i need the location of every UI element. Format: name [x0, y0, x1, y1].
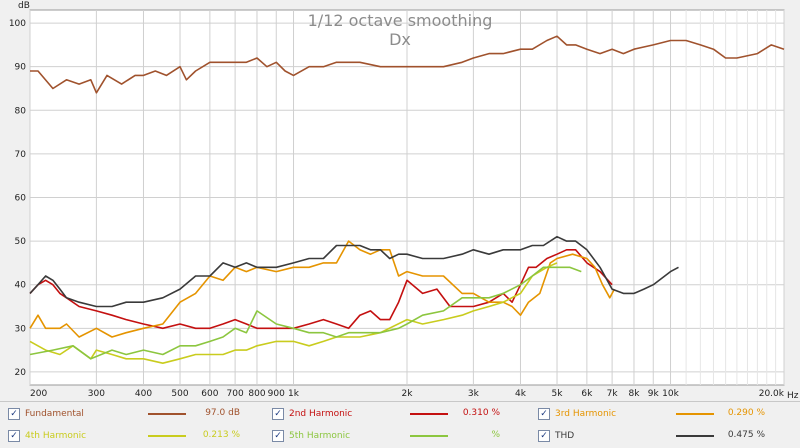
legend-checkbox[interactable]: ✓ — [538, 430, 550, 442]
chart-title: 1/12 octave smoothing — [308, 11, 493, 30]
x-tick-label: 7k — [607, 389, 619, 399]
x-tick-label: 700 — [227, 389, 244, 399]
y-tick-label: 60 — [15, 194, 27, 204]
x-tick-label: 3k — [468, 389, 480, 399]
legend-label: THD — [555, 431, 575, 441]
legend-item-3rd-harmonic[interactable]: ✓ 3rd Harmonic — [538, 404, 616, 424]
x-tick-label: 900 — [268, 389, 285, 399]
legend-checkbox[interactable]: ✓ — [538, 408, 550, 420]
x-tick-label: 10k — [662, 389, 679, 399]
legend-checkbox[interactable]: ✓ — [272, 430, 284, 442]
x-tick-label: 1k — [288, 389, 300, 399]
legend-value: % — [491, 430, 500, 440]
legend-label: 3rd Harmonic — [555, 409, 617, 419]
legend-swatch — [410, 413, 448, 415]
legend-item-fundamental[interactable]: ✓ Fundamental — [8, 404, 84, 424]
x-tick-label: 2k — [402, 389, 414, 399]
grid-lines — [29, 10, 785, 385]
legend-swatch — [676, 435, 714, 437]
tick-labels: 20 30 40 50 60 70 80 90 100 200 300 400 500 600 700 800… — [9, 19, 785, 399]
x-tick-label: 600 — [201, 389, 218, 399]
legend-swatch — [148, 435, 186, 437]
legend-value: 0.310 % — [462, 408, 500, 418]
x-tick-label: 6k — [581, 389, 593, 399]
chart-subtitle: Dx — [389, 30, 411, 49]
y-tick-label: 80 — [15, 106, 27, 116]
x-tick-label: 9k — [648, 389, 660, 399]
x-tick-label: 20.0k — [759, 389, 785, 399]
x-tick-label: 4k — [515, 389, 527, 399]
x-tick-label: 800 — [248, 389, 265, 399]
series-line-thd — [29, 235, 679, 308]
legend: ✓ Fundamental 97.0 dB ✓ 2nd Harmonic 0.310 % ✓… — [0, 401, 800, 448]
y-tick-label: 30 — [15, 324, 27, 334]
x-tick-label: 5k — [552, 389, 564, 399]
series-line-5th-harmonic — [29, 266, 582, 360]
legend-item-4th-harmonic[interactable]: ✓ 4th Harmonic — [8, 426, 86, 446]
legend-item-5th-harmonic[interactable]: ✓ 5th Harmonic — [272, 426, 350, 446]
legend-checkbox[interactable]: ✓ — [272, 408, 284, 420]
x-axis-unit: Hz — [787, 391, 799, 400]
x-tick-label: 500 — [171, 389, 188, 399]
distortion-chart: 20 30 40 50 60 70 80 90 100 200 300 400 500 600 700 800… — [8, 1, 799, 400]
legend-value: 0.475 % — [727, 430, 765, 440]
y-tick-label: 100 — [9, 19, 26, 29]
y-tick-label: 40 — [15, 281, 27, 291]
legend-label: 2nd Harmonic — [289, 409, 353, 419]
legend-item-2nd-harmonic[interactable]: ✓ 2nd Harmonic — [272, 404, 352, 424]
legend-checkbox[interactable]: ✓ — [8, 408, 20, 420]
x-tick-label: 300 — [88, 389, 105, 399]
x-tick-label: 8k — [629, 389, 641, 399]
x-tick-label: 200 — [30, 389, 47, 399]
legend-value: 0.213 % — [202, 430, 240, 440]
legend-swatch — [410, 435, 448, 437]
legend-checkbox[interactable]: ✓ — [8, 430, 20, 442]
legend-label: Fundamental — [25, 409, 84, 419]
y-axis-label: dB — [18, 1, 30, 11]
legend-swatch — [148, 413, 186, 415]
x-tick-label: 400 — [135, 389, 152, 399]
legend-label: 4th Harmonic — [25, 431, 87, 441]
legend-swatch — [676, 413, 714, 415]
y-tick-label: 70 — [15, 150, 27, 160]
y-tick-label: 50 — [15, 237, 27, 247]
legend-item-thd[interactable]: ✓ THD — [538, 426, 574, 446]
series-line-2nd-harmonic — [29, 249, 613, 330]
legend-value: 0.290 % — [727, 408, 765, 418]
legend-label: 5th Harmonic — [289, 431, 351, 441]
legend-value: 97.0 dB — [205, 408, 240, 418]
series-line-fundamental — [30, 35, 785, 94]
y-tick-label: 20 — [15, 368, 27, 378]
y-tick-label: 90 — [15, 63, 27, 73]
series-lines — [29, 35, 785, 365]
